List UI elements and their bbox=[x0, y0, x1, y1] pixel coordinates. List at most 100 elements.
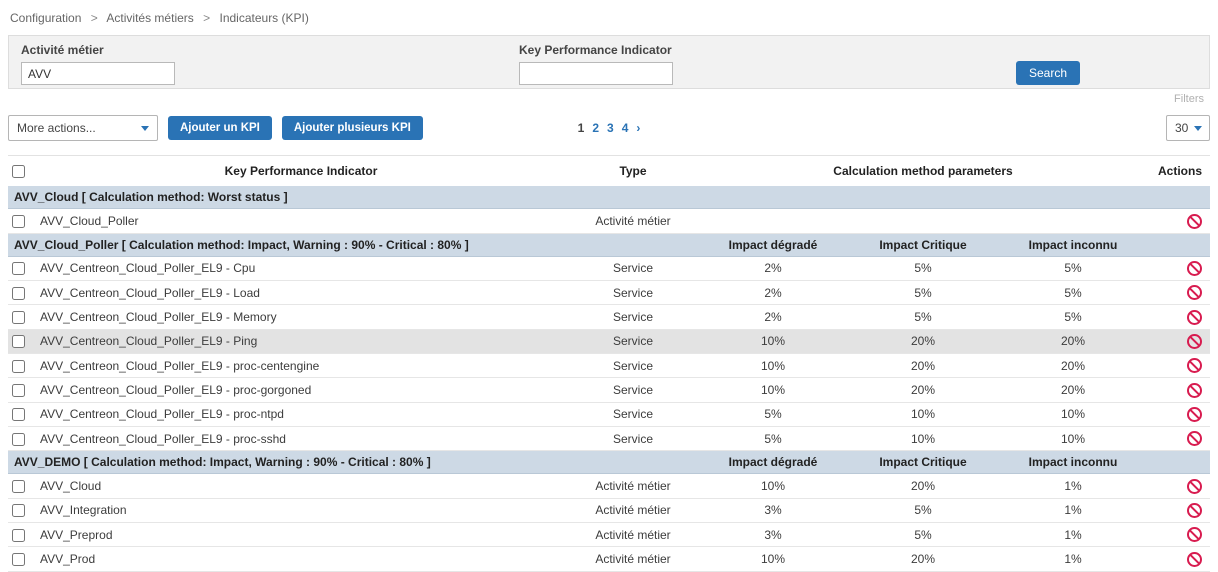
impact-value: 1% bbox=[998, 546, 1148, 572]
filters-row: Filters bbox=[8, 89, 1210, 105]
row-checkbox[interactable] bbox=[12, 215, 25, 229]
select-all-checkbox[interactable] bbox=[12, 165, 25, 179]
kpi-type: Activité métier bbox=[568, 522, 698, 548]
disable-kpi-icon[interactable] bbox=[1187, 285, 1202, 301]
row-checkbox[interactable] bbox=[12, 311, 25, 325]
disable-kpi-icon[interactable] bbox=[1187, 551, 1202, 567]
impact-column-header bbox=[848, 186, 998, 210]
add-multiple-kpi-button[interactable]: Ajouter plusieurs KPI bbox=[281, 116, 423, 140]
impact-column-header: Impact Critique bbox=[848, 233, 998, 257]
add-kpi-button[interactable]: Ajouter un KPI bbox=[168, 116, 272, 140]
row-checkbox[interactable] bbox=[12, 432, 25, 446]
breadcrumb-configuration[interactable]: Configuration bbox=[10, 11, 82, 25]
more-actions-select[interactable]: More actions... bbox=[8, 115, 158, 141]
kpi-name-link[interactable]: AVV_Centreon_Cloud_Poller_EL9 - proc-gor… bbox=[34, 377, 568, 403]
pagination-page-link[interactable]: 4 bbox=[621, 121, 629, 135]
page-size-select[interactable]: 30 bbox=[1166, 115, 1210, 141]
group-actions-spacer bbox=[1148, 233, 1210, 257]
kpi-name-link[interactable]: AVV_Prod bbox=[34, 546, 568, 572]
impact-column-header: Impact dégradé bbox=[698, 450, 848, 475]
row-checkbox-cell bbox=[8, 280, 34, 306]
table-header-row: Key Performance Indicator Type Calculati… bbox=[8, 155, 1210, 187]
impact-value: 20% bbox=[998, 353, 1148, 379]
kpi-type: Activité métier bbox=[568, 473, 698, 499]
kpi-row: AVV_Centreon_Cloud_Poller_EL9 - Ping Serv… bbox=[8, 329, 1210, 354]
row-checkbox[interactable] bbox=[12, 528, 25, 542]
impact-column-header bbox=[998, 186, 1148, 210]
disable-kpi-icon[interactable] bbox=[1187, 382, 1202, 398]
group-header-row: AVV_DEMO [ Calculation method: Impact, W… bbox=[8, 450, 1210, 475]
row-actions-cell bbox=[1148, 256, 1210, 281]
impact-value: 10% bbox=[698, 329, 848, 354]
pagination-page-link[interactable]: 3 bbox=[607, 121, 614, 135]
kpi-row: AVV_Centreon_Cloud_Poller_EL9 - proc-gor… bbox=[8, 377, 1210, 403]
kpi-name-link[interactable]: AVV_Integration bbox=[34, 498, 568, 523]
impact-value: 3% bbox=[698, 522, 848, 548]
disable-kpi-icon[interactable] bbox=[1187, 260, 1202, 276]
pagination-page-link[interactable]: 2 bbox=[592, 121, 599, 135]
kpi-name-link[interactable]: AVV_Centreon_Cloud_Poller_EL9 - Memory bbox=[34, 304, 568, 330]
impact-value bbox=[698, 208, 848, 234]
row-checkbox[interactable] bbox=[12, 286, 25, 300]
row-actions-cell bbox=[1148, 353, 1210, 379]
impact-value: 5% bbox=[998, 280, 1148, 306]
kpi-name-link[interactable]: AVV_Cloud bbox=[34, 473, 568, 499]
kpi-name-link[interactable]: AVV_Centreon_Cloud_Poller_EL9 - proc-cen… bbox=[34, 353, 568, 379]
impact-column-header: Impact inconnu bbox=[998, 233, 1148, 257]
disable-kpi-icon[interactable] bbox=[1187, 431, 1202, 447]
row-checkbox[interactable] bbox=[12, 384, 25, 398]
kpi-name-link[interactable]: AVV_Centreon_Cloud_Poller_EL9 - proc-ntp… bbox=[34, 402, 568, 427]
kpi-name-link[interactable]: AVV_Centreon_Cloud_Poller_EL9 - proc-ssh… bbox=[34, 426, 568, 452]
group-title: AVV_Cloud [ Calculation method: Worst st… bbox=[8, 186, 698, 210]
filters-toggle[interactable]: Filters bbox=[1174, 93, 1204, 105]
row-actions-cell bbox=[1148, 329, 1210, 354]
impact-column-header bbox=[698, 186, 848, 210]
impact-value: 20% bbox=[998, 329, 1148, 354]
impact-value: 1% bbox=[998, 522, 1148, 548]
impact-value: 1% bbox=[998, 498, 1148, 523]
disable-kpi-icon[interactable] bbox=[1187, 358, 1202, 374]
disable-kpi-icon[interactable] bbox=[1187, 527, 1202, 543]
row-checkbox[interactable] bbox=[12, 480, 25, 494]
kpi-name-link[interactable]: AVV_Centreon_Cloud_Poller_EL9 - Load bbox=[34, 280, 568, 306]
row-checkbox[interactable] bbox=[12, 359, 25, 373]
kpi-row: AVV_Centreon_Cloud_Poller_EL9 - proc-cen… bbox=[8, 353, 1210, 379]
impact-value: 5% bbox=[848, 256, 998, 281]
disable-kpi-icon[interactable] bbox=[1187, 478, 1202, 494]
impact-value: 5% bbox=[998, 256, 1148, 281]
select-all-cell bbox=[8, 155, 34, 187]
kpi-type: Service bbox=[568, 402, 698, 427]
group-actions-spacer bbox=[1148, 450, 1210, 475]
row-checkbox[interactable] bbox=[12, 504, 25, 518]
disable-kpi-icon[interactable] bbox=[1187, 213, 1202, 229]
kpi-row: AVV_Prod Activité métier 10% 20% 1% bbox=[8, 546, 1210, 572]
disable-kpi-icon[interactable] bbox=[1187, 406, 1202, 422]
row-checkbox[interactable] bbox=[12, 553, 25, 567]
kpi-name-link[interactable]: AVV_Preprod bbox=[34, 522, 568, 548]
row-checkbox[interactable] bbox=[12, 408, 25, 422]
business-activity-input[interactable] bbox=[21, 62, 175, 85]
disable-kpi-icon[interactable] bbox=[1187, 309, 1202, 325]
row-checkbox-cell bbox=[8, 473, 34, 499]
impact-value: 2% bbox=[698, 280, 848, 306]
row-checkbox-cell bbox=[8, 329, 34, 354]
impact-value: 3% bbox=[698, 498, 848, 523]
kpi-filter-input[interactable] bbox=[519, 62, 673, 85]
chevron-down-icon bbox=[141, 125, 149, 131]
pagination-next[interactable]: › bbox=[636, 121, 641, 135]
kpi-name-link[interactable]: AVV_Centreon_Cloud_Poller_EL9 - Cpu bbox=[34, 256, 568, 281]
row-checkbox[interactable] bbox=[12, 335, 25, 349]
kpi-name-link[interactable]: AVV_Cloud_Poller bbox=[34, 208, 568, 234]
group-actions-spacer bbox=[1148, 186, 1210, 210]
disable-kpi-icon[interactable] bbox=[1187, 333, 1202, 349]
search-button[interactable]: Search bbox=[1015, 61, 1080, 85]
kpi-table-body: AVV_Cloud [ Calculation method: Worst st… bbox=[8, 186, 1210, 572]
row-checkbox-cell bbox=[8, 353, 34, 379]
row-checkbox[interactable] bbox=[12, 262, 25, 276]
disable-kpi-icon[interactable] bbox=[1187, 502, 1202, 518]
impact-value: 20% bbox=[848, 377, 998, 403]
breadcrumb-business-activities[interactable]: Activités métiers bbox=[106, 11, 194, 25]
kpi-name-link[interactable]: AVV_Centreon_Cloud_Poller_EL9 - Ping bbox=[34, 329, 568, 354]
kpi-type: Service bbox=[568, 329, 698, 354]
